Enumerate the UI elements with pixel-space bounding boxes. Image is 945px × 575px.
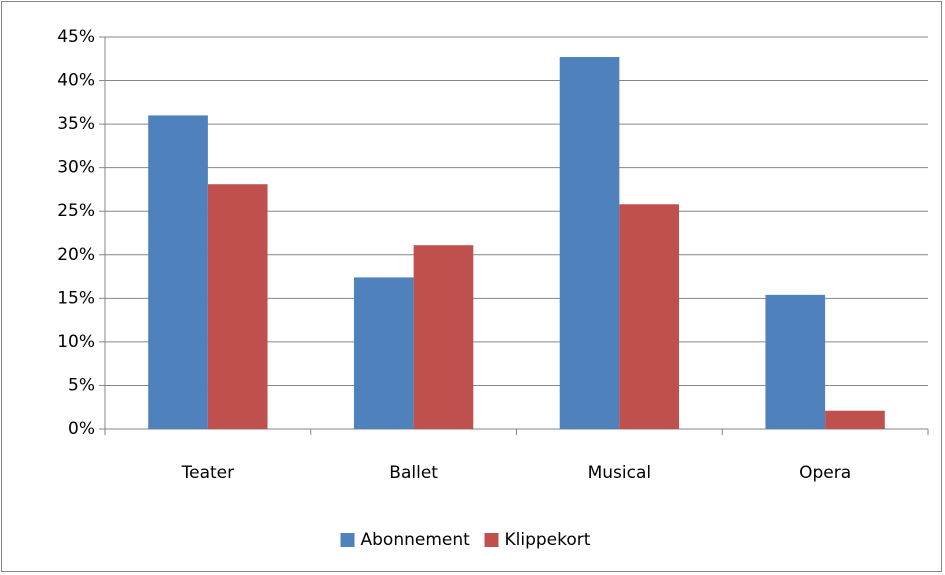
y-tick-label: 25% — [57, 201, 95, 221]
y-tick-label: 20% — [57, 245, 95, 265]
y-tick-label: 10% — [57, 332, 95, 352]
y-tick-label: 5% — [68, 375, 95, 395]
y-tick-label: 40% — [57, 71, 95, 91]
y-tick-label: 45% — [57, 27, 95, 47]
x-tick-label: Teater — [181, 463, 235, 483]
x-tick-label: Musical — [588, 463, 652, 483]
y-tick-label: 30% — [57, 158, 95, 178]
bar — [413, 245, 474, 429]
bar — [619, 204, 680, 429]
y-tick-label: 15% — [57, 288, 95, 308]
y-tick-label: 35% — [57, 114, 95, 134]
legend-label: Klippekort — [505, 530, 591, 550]
x-tick-label: Ballet — [389, 463, 438, 483]
bar — [148, 115, 208, 430]
x-tick-label: Opera — [799, 463, 851, 483]
bar — [825, 410, 885, 429]
legend-swatch — [484, 533, 499, 547]
bar — [765, 294, 826, 429]
bar — [207, 184, 268, 429]
bar — [559, 57, 620, 430]
legend-label: Abonnement — [361, 530, 471, 550]
legend-swatch — [340, 533, 355, 547]
bar — [353, 277, 414, 429]
y-tick-label: 0% — [68, 419, 95, 439]
